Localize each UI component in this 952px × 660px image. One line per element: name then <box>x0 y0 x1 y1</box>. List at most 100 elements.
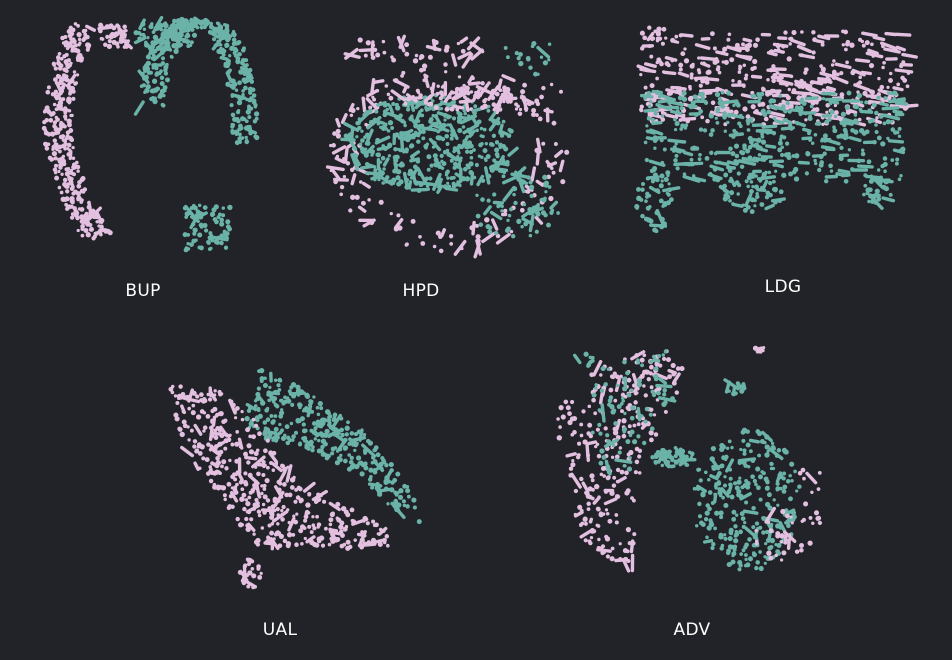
hpd-point-626 <box>437 161 441 166</box>
adv-point-159 <box>602 474 607 478</box>
hpd-point-596 <box>381 181 385 185</box>
ldg-point-832 <box>727 168 733 174</box>
ual-point-762 <box>251 573 257 579</box>
hpd-point-696 <box>483 205 492 216</box>
ldg-point-118 <box>662 70 677 76</box>
adv-point-556 <box>729 494 735 500</box>
bup-point-538 <box>247 128 258 135</box>
ual-point-579 <box>302 481 316 493</box>
ldg-point-823 <box>850 128 855 133</box>
bup-point-238 <box>67 109 72 113</box>
adv-point-408 <box>698 478 703 483</box>
hpd-point-474 <box>387 120 394 126</box>
ual-point-199 <box>265 427 271 432</box>
hpd-point-3 <box>440 228 447 238</box>
adv-point-779 <box>573 353 582 365</box>
ual-point-625 <box>187 406 192 411</box>
ual-point-712 <box>359 544 365 550</box>
ldg-point-77 <box>781 44 786 49</box>
hpd-point-148 <box>362 218 376 228</box>
ldg-point-908 <box>754 184 759 190</box>
hpd-point-772 <box>440 85 445 89</box>
adv-point-378 <box>737 567 742 572</box>
ual-point-277 <box>301 428 307 434</box>
ldg-point-633 <box>874 110 879 116</box>
ldg-point-683 <box>756 95 763 101</box>
ldg-point-794 <box>708 132 714 137</box>
hpd-point-688 <box>556 211 560 215</box>
bup-point-562 <box>235 40 241 46</box>
ual-point-584 <box>242 506 247 512</box>
scatter-panel-adv <box>552 340 832 580</box>
ldg-point-945 <box>729 190 735 196</box>
hpd-point-753 <box>533 71 538 77</box>
hpd-point-287 <box>360 138 365 143</box>
adv-point-764 <box>558 425 562 429</box>
ldg-point-198 <box>744 73 749 78</box>
bup-point-697 <box>163 29 169 34</box>
hpd-point-100 <box>457 75 462 79</box>
ldg-point-790 <box>712 167 718 172</box>
adv-point-291 <box>594 383 598 387</box>
hpd-point-305 <box>503 146 509 152</box>
bup-point-243 <box>79 207 85 212</box>
bup-point-719 <box>241 89 245 93</box>
ual-point-403 <box>269 514 275 520</box>
ual-point-634 <box>278 533 285 540</box>
ldg-point-885 <box>645 194 649 199</box>
bup-point-838 <box>142 27 147 31</box>
ldg-point-646 <box>867 108 872 113</box>
ual-point-686 <box>233 477 238 482</box>
ual-point-693 <box>285 464 293 483</box>
ual-point-532 <box>294 487 299 492</box>
bup-point-717 <box>235 118 241 124</box>
adv-point-329 <box>615 383 619 388</box>
ldg-point-139 <box>879 84 885 90</box>
hpd-point-120 <box>453 239 467 256</box>
adv-point-569 <box>713 526 717 531</box>
ual-point-697 <box>221 459 227 465</box>
bup-point-657 <box>165 77 170 83</box>
ldg-point-697 <box>895 157 900 162</box>
hpd-point-214 <box>522 82 528 88</box>
hpd-point-578 <box>421 126 438 132</box>
hpd-point-429 <box>461 125 466 129</box>
adv-point-183 <box>612 430 619 436</box>
ldg-point-560 <box>653 146 657 150</box>
ldg-point-866 <box>662 186 681 193</box>
hpd-point-695 <box>518 179 526 194</box>
adv-point-746 <box>803 501 809 507</box>
ual-point-368 <box>377 541 383 547</box>
adv-point-409 <box>748 449 753 454</box>
bup-point-914 <box>213 238 219 245</box>
bup-point-245 <box>44 146 50 151</box>
ldg-point-927 <box>731 202 744 208</box>
ual-point-105 <box>316 412 321 417</box>
ual-point-110 <box>273 426 279 432</box>
ual-point-414 <box>247 472 253 478</box>
ldg-point-749 <box>655 177 660 183</box>
adv-point-781 <box>586 363 591 368</box>
adv-point-496 <box>761 471 766 476</box>
ldg-point-550 <box>647 104 652 109</box>
ldg-point-89 <box>835 72 840 77</box>
hpd-point-328 <box>360 129 364 133</box>
ual-point-533 <box>191 403 196 408</box>
ldg-point-160 <box>678 62 684 68</box>
hpd-point-657 <box>385 175 390 180</box>
ual-point-545 <box>235 430 240 434</box>
hpd-point-561 <box>391 177 397 183</box>
adv-point-611 <box>728 467 733 472</box>
ual-point-378 <box>230 442 235 447</box>
ual-point-765 <box>250 567 255 571</box>
ldg-point-622 <box>829 169 834 173</box>
bup-point-135 <box>79 214 85 220</box>
adv-point-331 <box>629 429 635 435</box>
ldg-point-809 <box>667 100 672 106</box>
adv-point-776 <box>590 358 595 363</box>
bup-point-314 <box>99 224 104 230</box>
hpd-point-337 <box>445 150 458 162</box>
hpd-point-814 <box>433 105 439 111</box>
ldg-point-578 <box>883 96 888 101</box>
hpd-point-92 <box>422 67 427 72</box>
